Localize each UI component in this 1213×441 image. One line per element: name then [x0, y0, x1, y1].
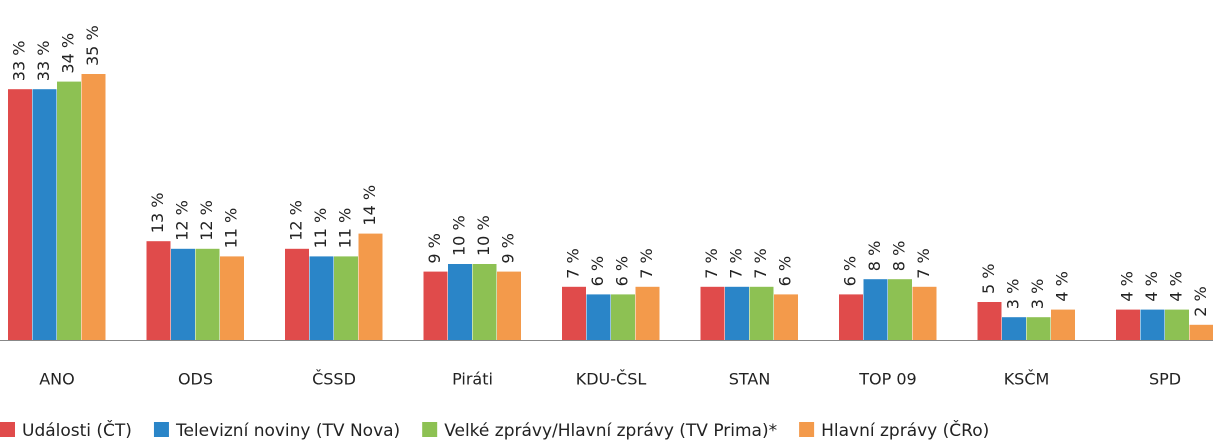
data-label: 12 %: [173, 200, 192, 241]
bar: [171, 248, 195, 340]
data-label: 3 %: [1004, 279, 1023, 309]
bar: [1002, 317, 1026, 340]
bar: [423, 271, 448, 340]
data-label: 4 %: [1142, 271, 1161, 301]
bar: [472, 264, 497, 340]
x-tick-label: ČSSD: [312, 370, 356, 389]
bar: [700, 286, 725, 340]
bar: [725, 286, 749, 340]
data-label: 4 %: [1053, 271, 1072, 301]
bar: [562, 286, 586, 340]
legend-label: Televizní noviny (TV Nova): [175, 421, 400, 441]
bar: [146, 241, 171, 340]
data-label: 6 %: [776, 256, 795, 286]
data-label: 11 %: [311, 208, 330, 249]
data-label: 11 %: [336, 208, 355, 249]
x-tick-label: TOP 09: [858, 370, 916, 389]
bar: [448, 264, 472, 340]
legend-label: Hlavní zprávy (ČRo): [821, 419, 989, 441]
bar: [285, 248, 309, 340]
bar: [1051, 309, 1075, 340]
data-label: 5 %: [979, 264, 998, 294]
bar: [8, 89, 32, 340]
data-label: 10 %: [450, 215, 469, 256]
data-label: 6 %: [613, 256, 632, 286]
data-label: 8 %: [865, 241, 884, 271]
data-label: 7 %: [727, 248, 746, 278]
legend-label: Události (ČT): [22, 419, 132, 441]
data-label: 11 %: [222, 208, 241, 249]
x-tick-label: ODS: [178, 370, 213, 389]
data-label: 6 %: [841, 256, 860, 286]
bar: [32, 89, 57, 340]
data-label: 9 %: [425, 233, 444, 263]
bar: [863, 279, 888, 340]
data-label: 34 %: [59, 33, 78, 74]
x-tick-label: SPD: [1149, 370, 1181, 389]
x-tick-label: ANO: [39, 370, 75, 389]
bar: [912, 286, 937, 340]
bar: [611, 294, 635, 340]
data-label: 7 %: [751, 248, 770, 278]
data-label: 8 %: [890, 241, 909, 271]
bar: [774, 294, 798, 340]
bar: [497, 271, 521, 340]
data-label: 10 %: [474, 215, 493, 256]
data-label: 14 %: [360, 185, 379, 226]
data-label: 4 %: [1118, 271, 1137, 301]
bar: [1140, 309, 1165, 340]
data-label: 13 %: [148, 193, 167, 234]
data-label: 7 %: [637, 248, 656, 278]
x-tick-label: STAN: [729, 370, 771, 389]
bar: [977, 302, 1002, 340]
data-label: 35 %: [83, 25, 102, 66]
legend-swatch: [0, 422, 15, 437]
data-label: 12 %: [197, 200, 216, 241]
bar: [358, 233, 383, 340]
data-label: 12 %: [287, 200, 306, 241]
x-tick-label: KSČM: [1004, 370, 1050, 389]
bar: [195, 248, 220, 340]
legend-swatch: [799, 422, 815, 437]
bar: [220, 256, 244, 340]
bar: [334, 256, 358, 340]
bar: [586, 294, 611, 340]
bar: [749, 286, 774, 340]
data-label: 3 %: [1028, 279, 1047, 309]
bar: [1026, 317, 1051, 340]
data-label: 6 %: [588, 256, 607, 286]
data-label: 7 %: [564, 248, 583, 278]
data-label: 33 %: [10, 41, 29, 82]
bar: [839, 294, 863, 340]
bar: [888, 279, 912, 340]
data-label: 7 %: [702, 248, 721, 278]
data-label: 7 %: [914, 248, 933, 278]
legend-label: Velké zprávy/Hlavní zprávy (TV Prima)*: [444, 421, 777, 441]
bar: [81, 74, 106, 340]
bar: [309, 256, 334, 340]
bar: [635, 286, 660, 340]
bar: [57, 81, 81, 340]
x-tick-label: Piráti: [452, 370, 493, 389]
bar: [1189, 324, 1213, 340]
bar: [1116, 309, 1140, 340]
legend-swatch: [153, 422, 169, 437]
bar: [1165, 309, 1189, 340]
x-tick-label: KDU-ČSL: [576, 370, 647, 389]
data-label: 2 %: [1191, 286, 1210, 316]
data-label: 9 %: [499, 233, 518, 263]
data-label: 33 %: [34, 41, 53, 82]
data-label: 4 %: [1167, 271, 1186, 301]
legend-swatch: [422, 422, 438, 437]
